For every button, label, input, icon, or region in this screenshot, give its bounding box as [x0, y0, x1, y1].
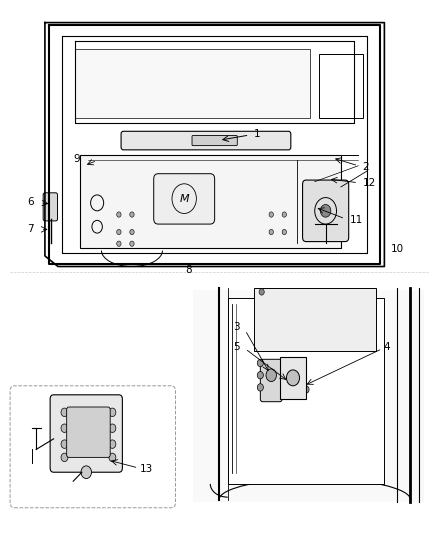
Circle shape	[321, 205, 331, 217]
Circle shape	[109, 453, 116, 462]
Bar	[75, 49, 311, 118]
Bar	[254, 288, 376, 351]
Circle shape	[294, 379, 300, 387]
Circle shape	[257, 359, 263, 367]
Circle shape	[303, 386, 309, 393]
FancyBboxPatch shape	[43, 193, 57, 221]
Circle shape	[257, 384, 263, 391]
Text: 4: 4	[384, 342, 390, 352]
Circle shape	[61, 453, 68, 462]
Circle shape	[81, 466, 92, 479]
Text: 13: 13	[140, 464, 153, 474]
Text: 10: 10	[391, 244, 404, 254]
Text: 9: 9	[73, 155, 80, 164]
Circle shape	[117, 241, 121, 246]
FancyBboxPatch shape	[303, 180, 349, 241]
Circle shape	[117, 229, 121, 235]
Text: 2: 2	[363, 162, 369, 172]
Circle shape	[286, 370, 300, 386]
Circle shape	[269, 212, 273, 217]
Circle shape	[109, 424, 116, 432]
Circle shape	[283, 372, 290, 379]
Circle shape	[282, 229, 286, 235]
Circle shape	[109, 440, 116, 448]
FancyBboxPatch shape	[154, 174, 215, 224]
Text: 12: 12	[363, 178, 376, 188]
Circle shape	[130, 212, 134, 217]
Circle shape	[130, 241, 134, 246]
FancyBboxPatch shape	[280, 357, 306, 399]
Circle shape	[117, 212, 121, 217]
Text: 7: 7	[28, 224, 34, 235]
Circle shape	[109, 408, 116, 417]
Circle shape	[61, 440, 68, 448]
FancyBboxPatch shape	[10, 386, 176, 508]
Circle shape	[282, 212, 286, 217]
Bar	[80, 155, 341, 248]
Text: 1: 1	[254, 129, 261, 139]
Text: 8: 8	[185, 265, 192, 275]
Bar	[319, 54, 363, 118]
Circle shape	[61, 424, 68, 432]
Text: 3: 3	[233, 322, 240, 333]
Text: 5: 5	[233, 342, 240, 352]
Text: M: M	[180, 193, 189, 204]
FancyBboxPatch shape	[50, 395, 122, 472]
Bar	[193, 290, 424, 503]
Circle shape	[259, 289, 264, 295]
FancyBboxPatch shape	[228, 298, 385, 484]
Circle shape	[269, 229, 273, 235]
Text: 11: 11	[350, 215, 363, 225]
Circle shape	[130, 229, 134, 235]
FancyBboxPatch shape	[121, 131, 291, 150]
Circle shape	[257, 372, 263, 379]
Circle shape	[61, 408, 68, 417]
FancyBboxPatch shape	[67, 407, 110, 457]
Text: 6: 6	[28, 197, 34, 207]
FancyBboxPatch shape	[260, 359, 282, 402]
Circle shape	[266, 369, 276, 382]
FancyBboxPatch shape	[192, 135, 237, 146]
